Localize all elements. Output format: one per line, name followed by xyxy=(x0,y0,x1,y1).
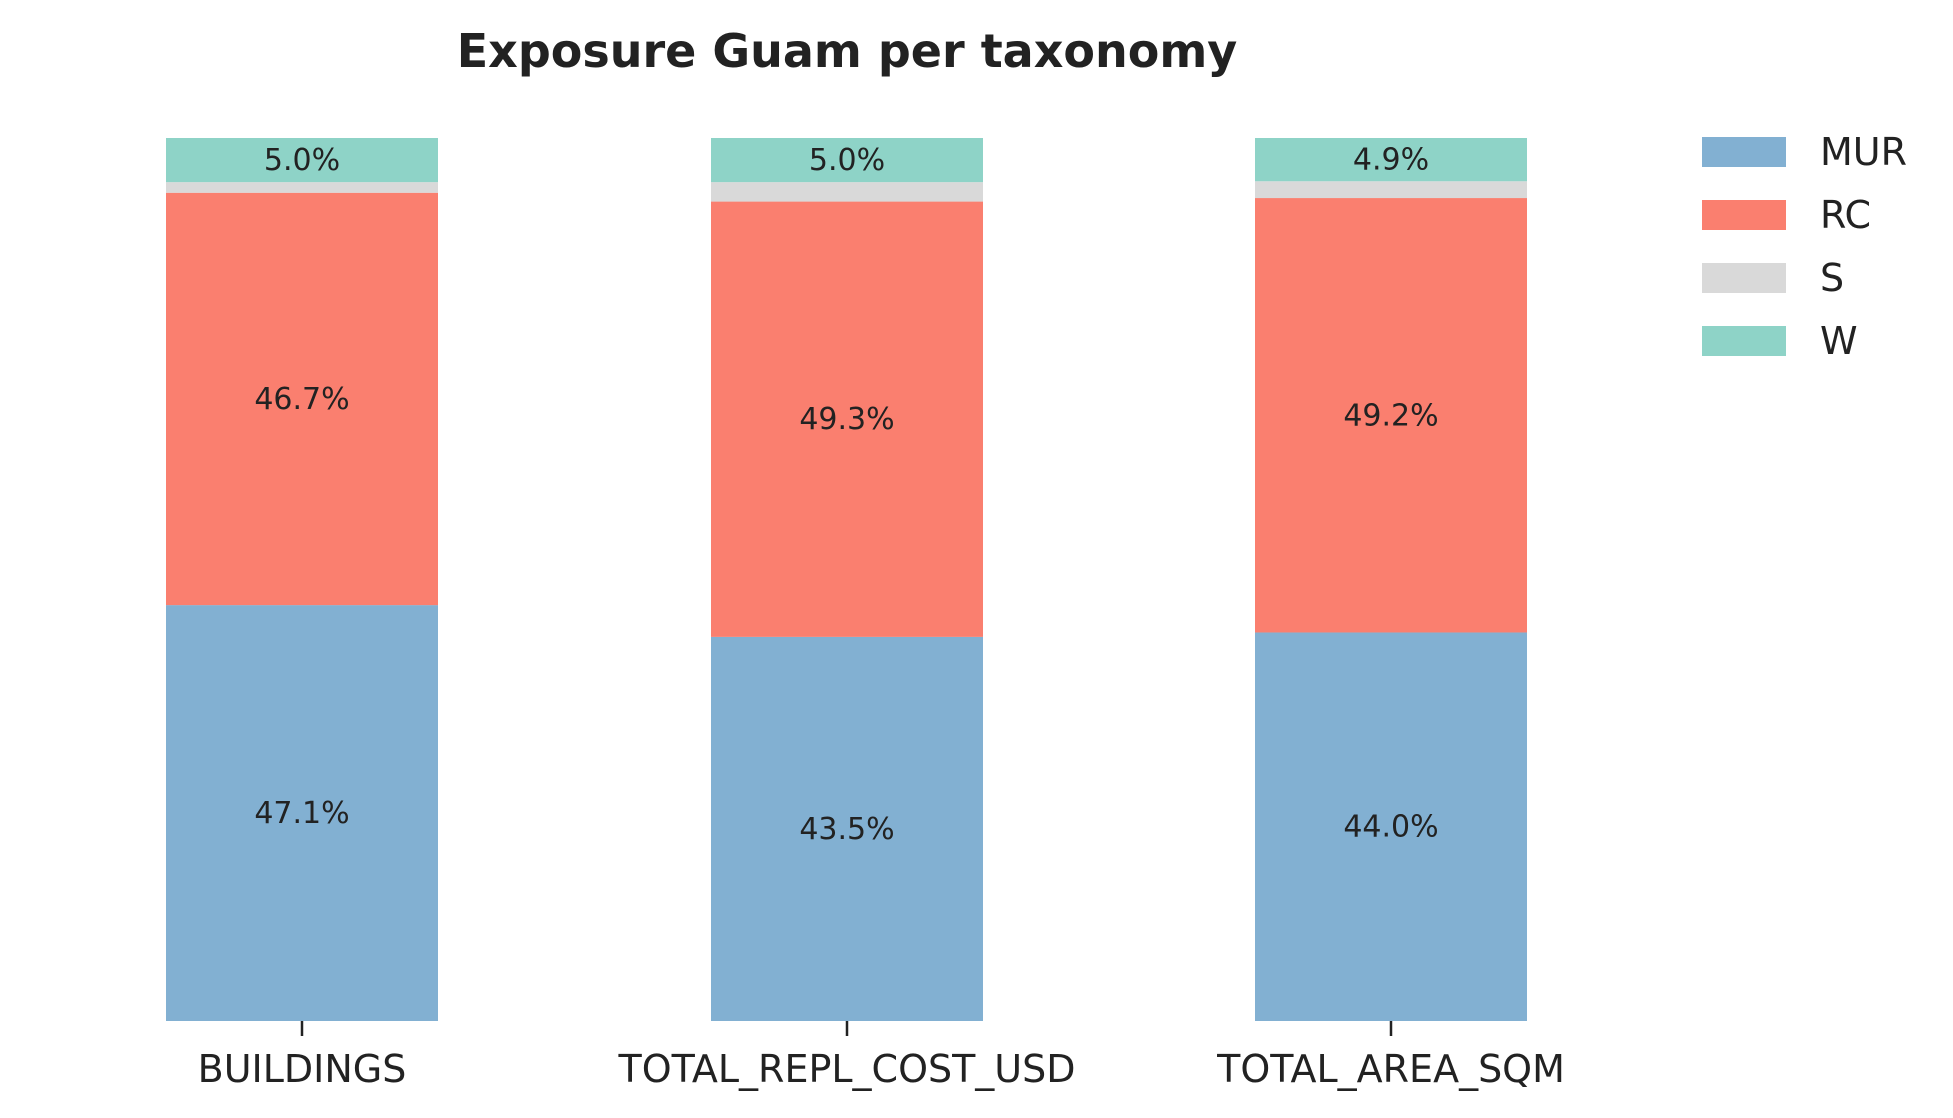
bars-group: 47.1% 46.7% 5.0% 43.5% 49.3% 5.0% 44.0% 49.2% 4.… xyxy=(166,138,1527,1021)
x-tick-label-total_repl_cost_usd: TOTAL_REPL_COST_USD xyxy=(617,1047,1075,1091)
bar-segment-s-buildings xyxy=(166,182,438,193)
data-label-w-buildings: 5.0% xyxy=(264,143,340,178)
legend-label-mur: MUR xyxy=(1820,130,1907,174)
x-tick-label-buildings: BUILDINGS xyxy=(198,1047,407,1091)
legend-swatch-w xyxy=(1702,326,1786,356)
bar-segment-mur-buildings xyxy=(166,605,438,1021)
legend-swatch-mur xyxy=(1702,137,1786,167)
data-label-mur-buildings: 47.1% xyxy=(254,796,349,831)
bar-segment-mur-total_area_sqm xyxy=(1255,632,1527,1021)
legend-label-w: W xyxy=(1820,319,1858,363)
x-axis: BUILDINGS TOTAL_REPL_COST_USD TOTAL_AREA_S… xyxy=(198,1021,1565,1091)
legend-label-rc: RC xyxy=(1820,193,1871,237)
bar-segment-rc-total_repl_cost_usd xyxy=(711,201,983,637)
bar-segment-w-total_repl_cost_usd xyxy=(711,138,983,183)
bar-segment-rc-total_area_sqm xyxy=(1255,198,1527,633)
bar-segment-w-buildings xyxy=(166,138,438,183)
data-label-rc-total_area_sqm: 49.2% xyxy=(1343,398,1438,433)
data-label-w-total_area_sqm: 4.9% xyxy=(1353,143,1429,178)
legend-swatch-rc xyxy=(1702,200,1786,230)
bar-segment-w-total_area_sqm xyxy=(1255,138,1527,182)
legend: MUR RC SW xyxy=(1702,130,1907,363)
legend-swatch-s xyxy=(1702,263,1786,293)
data-label-w-total_repl_cost_usd: 5.0% xyxy=(809,143,885,178)
legend-label-s: S xyxy=(1820,256,1844,300)
data-label-rc-buildings: 46.7% xyxy=(254,382,349,417)
data-label-mur-total_area_sqm: 44.0% xyxy=(1343,810,1438,845)
bar-segment-mur-total_repl_cost_usd xyxy=(711,636,983,1021)
bar-segment-s-total_area_sqm xyxy=(1255,181,1527,199)
bar-segment-s-total_repl_cost_usd xyxy=(711,182,983,202)
data-label-mur-total_repl_cost_usd: 43.5% xyxy=(799,812,894,847)
data-label-rc-total_repl_cost_usd: 49.3% xyxy=(799,402,894,437)
bar-segment-rc-buildings xyxy=(166,192,438,606)
chart-title: Exposure Guam per taxonomy xyxy=(457,24,1238,78)
x-tick-label-total_area_sqm: TOTAL_AREA_SQM xyxy=(1216,1047,1565,1091)
